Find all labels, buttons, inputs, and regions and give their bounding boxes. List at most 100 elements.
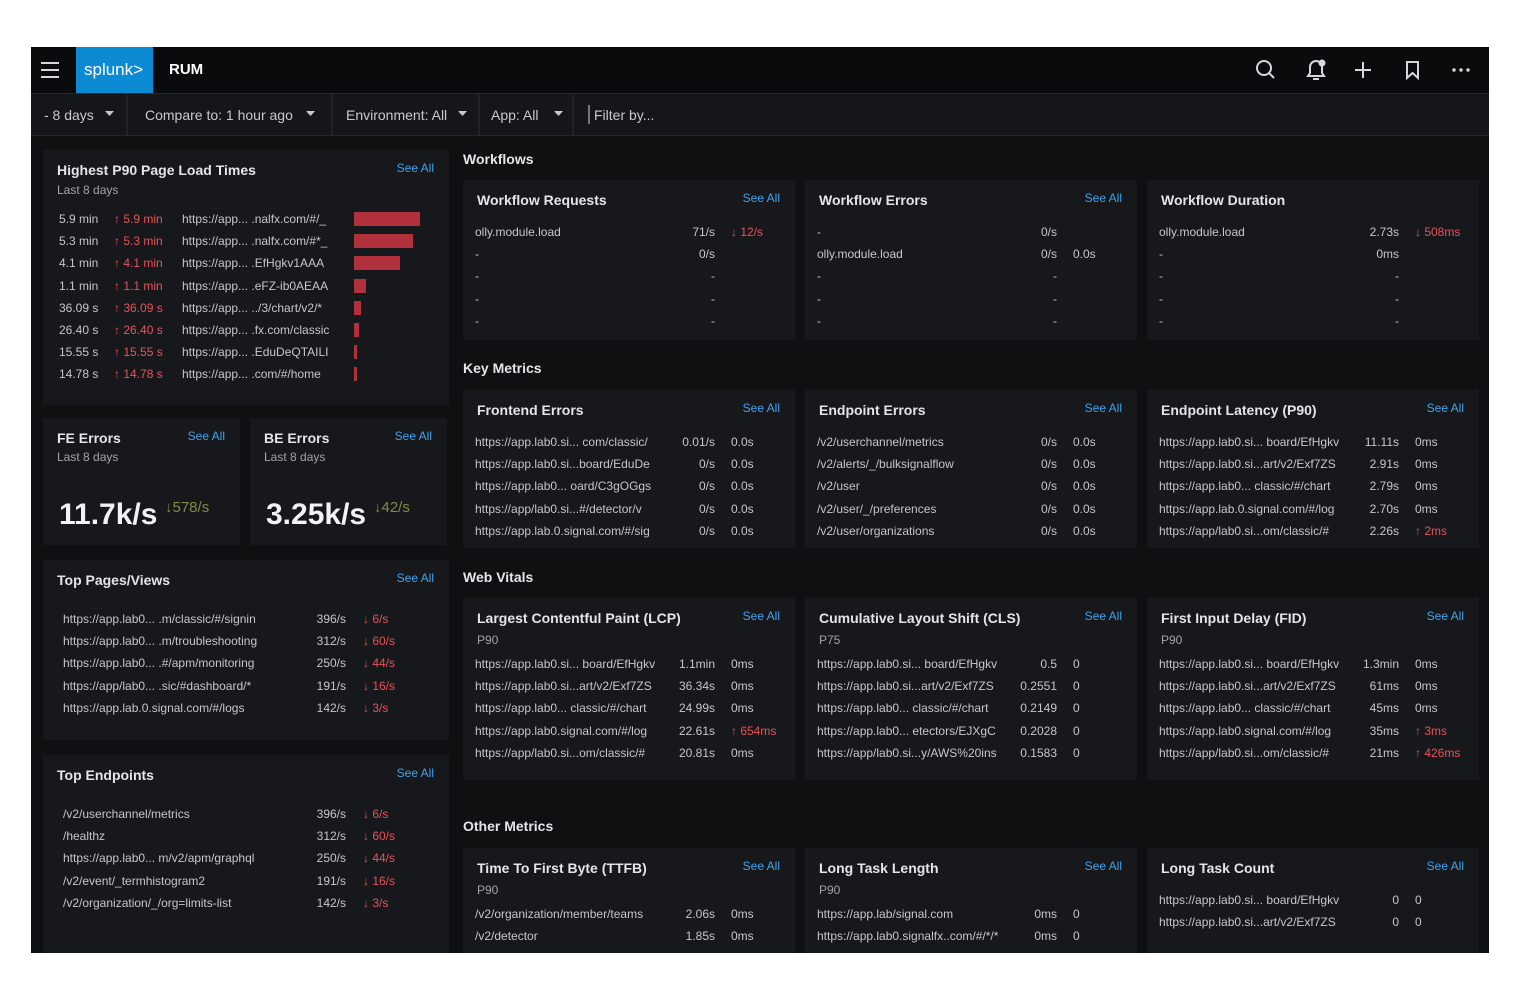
more-icon[interactable] [1452,68,1470,72]
row-change: 0 [1415,915,1422,930]
row-change: 0ms [1415,501,1438,516]
item-rate: 191/s [316,678,346,693]
row-label: /v2/user/organizations [817,523,935,538]
item-name: https://app.lab0... m/v2/apm/graphql [63,851,255,866]
row-change: 0.0s [1073,479,1096,494]
row-label: https://app/lab0.si...y/AWS%20ins [817,745,997,760]
metric-value: 11.7k/s [59,498,158,531]
filter-dropdown[interactable]: - 8 days [44,107,94,123]
see-all-link[interactable]: See All [742,609,780,623]
see-all-link[interactable]: See All [396,766,434,780]
item-rate: 142/s [316,895,346,910]
see-all-link[interactable]: See All [396,161,434,175]
add-icon[interactable] [1355,62,1371,78]
item-rate: 191/s [316,873,346,888]
row-change: 0ms [1415,679,1438,694]
page-url: https://app... .eFZ-ib0AEAA [182,278,329,293]
row-value: - [1395,269,1399,284]
see-all-link[interactable]: See All [1426,859,1464,873]
row-value: 0/s [698,247,715,262]
row-change: 0ms [731,745,754,760]
filter-dropdown[interactable]: App: All [491,107,539,123]
row-change: 0.0s [1073,247,1096,262]
row-label: https://app.lab0.signalfx..com/#/*/* [817,929,999,944]
row-label: https://app.lab0.si...art/v2/Exf7ZS [817,679,994,694]
row-label: - [817,225,821,239]
row-label: /v2/alerts/_/bulksignalflow [817,457,954,472]
search-icon[interactable] [1256,60,1275,79]
row-value: 0.5 [1040,657,1057,671]
row-change: 0 [1073,745,1080,760]
see-all-link[interactable]: See All [1426,609,1464,623]
row-label: /v2/organization/member/teams [475,907,644,921]
card-title: Cumulative Layout Shift (CLS) [819,610,1021,626]
page-url: https://app... ../3/chart/v2/* [182,300,323,315]
see-all-link[interactable]: See All [1084,609,1122,623]
metric-card: Frontend Errors See All https://app.lab0.s… [463,390,795,548]
row-value: 0/s [1040,225,1057,239]
filter-dropdown[interactable]: Compare to: 1 hour ago [145,107,293,123]
row-value: 0 [1392,893,1399,907]
metric-value: 3.25k/s [266,498,367,531]
see-all-link[interactable]: See All [394,429,432,443]
load-time-change: ↑ 5.3 min [114,234,163,249]
metric-card: Largest Contentful Paint (LCP) See All P90… [463,598,795,780]
see-all-link[interactable]: See All [396,571,434,585]
row-label: https://app.lab.0.signal.com/#/sig [475,523,650,538]
load-time-bar [354,256,400,271]
see-all-link[interactable]: See All [742,191,780,205]
see-all-link[interactable]: See All [187,429,225,443]
row-change: 0 [1073,929,1080,944]
filter-dropdown[interactable]: Environment: All [346,107,448,123]
see-all-link[interactable]: See All [742,859,780,873]
card-title: Endpoint Errors [819,402,926,418]
item-rate: 142/s [316,700,346,715]
row-label: - [1159,269,1163,284]
filter-input[interactable]: Filter by... [594,107,655,123]
card-title: Long Task Length [819,860,939,876]
section-title: Key Metrics [463,360,542,376]
card-title: Top Pages/Views [57,572,171,588]
row-value: 0ms [1034,907,1057,921]
card-subtitle: Last 8 days [57,450,119,464]
bookmark-icon[interactable] [1406,61,1419,81]
item-change: ↓ 16/s [363,678,396,693]
see-all-link[interactable]: See All [1084,859,1122,873]
row-value: 35ms [1369,723,1399,738]
row-label: https://app.lab0.si... board/EfHgkv [817,657,998,671]
load-time-change: ↑ 5.9 min [114,212,163,226]
card-title: Time To First Byte (TTFB) [477,860,647,876]
row-value: 1.85s [685,929,715,944]
load-time-change: ↑ 4.1 min [114,256,163,271]
load-time-change: ↑ 26.40 s [114,323,163,337]
row-change: 0ms [1415,435,1438,449]
row-label: /v2/user [817,479,860,494]
row-value: 0.01/s [682,435,715,449]
item-name: https://app.lab0... .m/troubleshooting [63,634,258,649]
row-change: ↑ 654ms [731,723,777,738]
metric-card: Workflow Errors See All - 0/s olly.module.lo… [805,180,1137,340]
top-endpoints-panel: Top Endpoints See All/v2/userchannel/metr… [43,755,449,953]
row-change: 0ms [731,701,754,716]
row-label: https://app/lab0.si...#/detector/v [475,501,642,516]
row-label: https://app.lab0.si... board/EfHgkv [475,657,656,671]
see-all-link[interactable]: See All [742,401,780,415]
row-label: https://app.lab0.si... board/EfHgkv [1159,893,1340,907]
row-value: 21ms [1369,745,1399,760]
see-all-link[interactable]: See All [1084,191,1122,205]
menu-icon[interactable] [41,62,59,78]
row-value: 0/s [698,457,715,472]
logo-box[interactable]: splunk> [76,47,153,93]
page-url: https://app... .nalfx.com/#*_ [182,234,328,249]
item-rate: 312/s [316,634,346,649]
see-all-link[interactable]: See All [1426,401,1464,415]
load-time-change: ↑ 36.09 s [114,300,163,315]
row-label: https://app.lab0... classic/#/chart [1159,701,1331,716]
card-title: First Input Delay (FID) [1161,610,1307,626]
item-change: ↓ 6/s [363,807,389,821]
page-url: https://app... .com/#/home [182,367,321,382]
see-all-link[interactable]: See All [1084,401,1122,415]
item-name: /v2/userchannel/metrics [63,807,190,821]
row-value: 71/s [692,225,715,239]
alerts-icon[interactable] [1306,59,1326,80]
